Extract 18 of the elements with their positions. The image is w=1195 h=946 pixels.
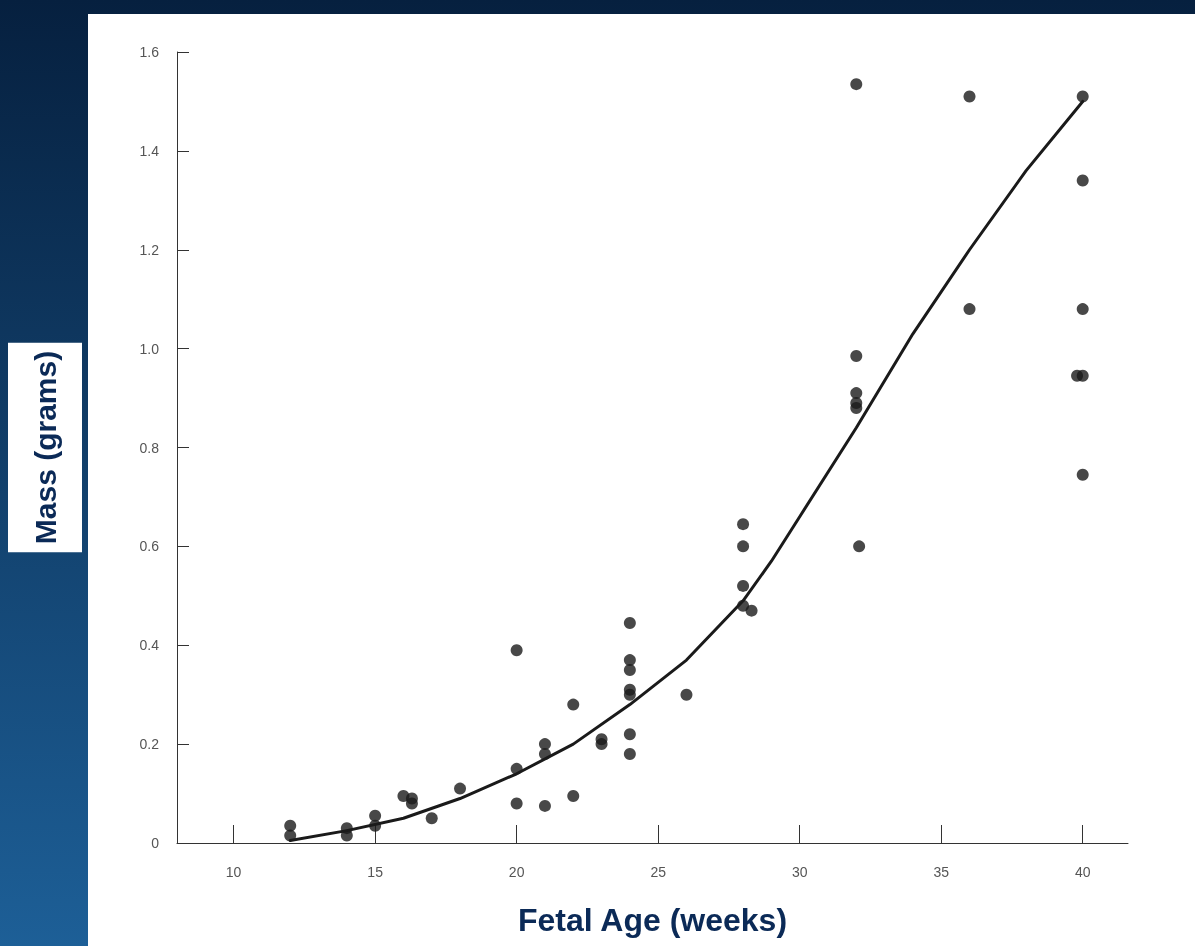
y-tick-label: 0.6 (139, 538, 160, 555)
x-tick-label: 20 (508, 864, 525, 880)
y-tick-label: 1.6 (139, 44, 160, 60)
y-tick-label: 0 (151, 835, 160, 851)
y-tick-label: 0.2 (139, 736, 160, 753)
x-tick-label: 10 (225, 864, 242, 880)
x-tick-label: 40 (1074, 864, 1091, 880)
x-axis-title: Fetal Age (weeks) (517, 902, 788, 938)
y-tick-label: 1.2 (139, 241, 160, 258)
x-tick-label: 25 (650, 864, 667, 880)
x-tick-label: 30 (791, 864, 808, 880)
x-tick-label: 15 (367, 864, 384, 880)
y-tick-label: 0.8 (139, 439, 160, 456)
y-tick-label: 1.4 (139, 142, 160, 159)
x-tick-label: 35 (933, 864, 950, 880)
y-tick-label: 0.4 (139, 637, 160, 654)
y-tick-label: 1.0 (139, 340, 160, 357)
y-axis-title: Mass (grams) (28, 350, 62, 545)
